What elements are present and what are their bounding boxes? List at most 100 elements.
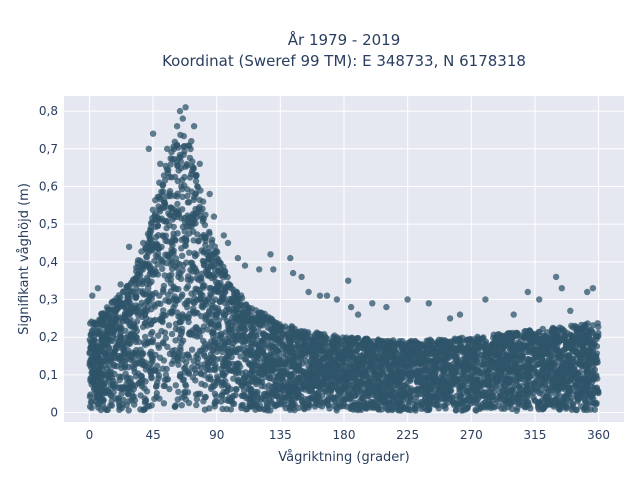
data-point <box>269 327 276 335</box>
data-point <box>241 391 248 399</box>
data-point <box>307 344 315 351</box>
data-point <box>201 352 208 360</box>
data-point <box>398 358 405 365</box>
data-point <box>193 401 200 409</box>
data-point <box>434 394 441 402</box>
data-point <box>268 338 276 345</box>
data-point <box>555 386 562 394</box>
data-point <box>386 353 393 360</box>
data-point <box>458 394 465 401</box>
data-point <box>179 176 186 184</box>
data-point <box>468 368 475 376</box>
data-point <box>230 333 237 340</box>
data-point <box>508 361 515 368</box>
data-point <box>137 392 144 399</box>
data-point <box>177 346 184 354</box>
data-point <box>498 345 505 353</box>
data-point <box>270 386 277 394</box>
data-point <box>432 372 439 379</box>
data-point <box>536 328 543 336</box>
data-point <box>234 378 241 385</box>
data-point <box>583 386 591 393</box>
data-point <box>356 363 363 370</box>
data-point <box>516 382 524 390</box>
data-point <box>534 371 541 379</box>
data-point <box>414 375 421 382</box>
data-point <box>224 345 232 353</box>
data-point <box>291 388 299 396</box>
data-point <box>215 321 222 329</box>
data-point <box>460 399 468 406</box>
data-point <box>449 370 456 377</box>
data-point <box>583 352 591 359</box>
data-point <box>253 353 261 360</box>
data-point <box>306 401 313 409</box>
data-point <box>411 338 419 346</box>
data-point <box>381 351 388 358</box>
data-point <box>144 240 151 247</box>
data-point <box>253 333 260 340</box>
data-point <box>576 361 584 368</box>
data-point <box>187 277 194 284</box>
data-point <box>315 330 322 337</box>
data-point <box>227 406 235 413</box>
data-point <box>556 355 563 363</box>
data-point <box>339 397 346 404</box>
data-point <box>481 376 488 384</box>
data-point <box>300 370 308 377</box>
data-point <box>488 385 496 393</box>
data-point <box>305 363 312 370</box>
data-point <box>182 382 190 389</box>
data-point <box>169 156 176 163</box>
data-point <box>531 351 539 358</box>
data-point <box>135 257 142 264</box>
data-point <box>517 332 524 339</box>
data-point <box>331 337 338 345</box>
data-point <box>565 337 572 345</box>
data-point <box>582 399 589 406</box>
data-point <box>160 172 168 179</box>
data-point <box>162 162 169 170</box>
data-point <box>220 372 228 379</box>
data-point <box>302 358 310 365</box>
data-point <box>193 396 201 403</box>
data-point <box>321 350 328 357</box>
data-point <box>119 401 127 408</box>
data-point <box>238 294 246 302</box>
data-point <box>211 390 219 397</box>
data-point <box>205 272 212 280</box>
data-point <box>171 301 179 308</box>
data-point <box>461 361 468 368</box>
data-point <box>141 399 149 406</box>
data-point <box>116 331 124 339</box>
data-point <box>145 364 152 371</box>
data-point <box>426 393 433 400</box>
data-point <box>482 346 489 353</box>
data-point <box>280 360 288 367</box>
data-point <box>164 343 171 351</box>
data-point <box>116 376 123 384</box>
data-point <box>384 399 391 406</box>
data-point <box>550 376 557 383</box>
data-point <box>162 334 169 342</box>
data-point <box>285 388 292 396</box>
data-point <box>451 353 459 360</box>
data-point <box>396 369 403 376</box>
data-point <box>556 392 563 399</box>
data-point <box>124 296 132 304</box>
data-point <box>501 405 508 412</box>
data-point <box>245 395 253 402</box>
data-point <box>175 273 182 281</box>
data-point <box>137 346 144 353</box>
data-point <box>425 372 433 380</box>
data-point <box>179 193 186 200</box>
data-point <box>133 327 141 335</box>
data-point <box>515 390 522 397</box>
data-point <box>86 403 94 410</box>
data-point <box>453 393 460 400</box>
data-points <box>86 104 602 414</box>
data-point <box>564 353 571 361</box>
data-point <box>117 294 124 301</box>
data-point <box>446 363 453 370</box>
